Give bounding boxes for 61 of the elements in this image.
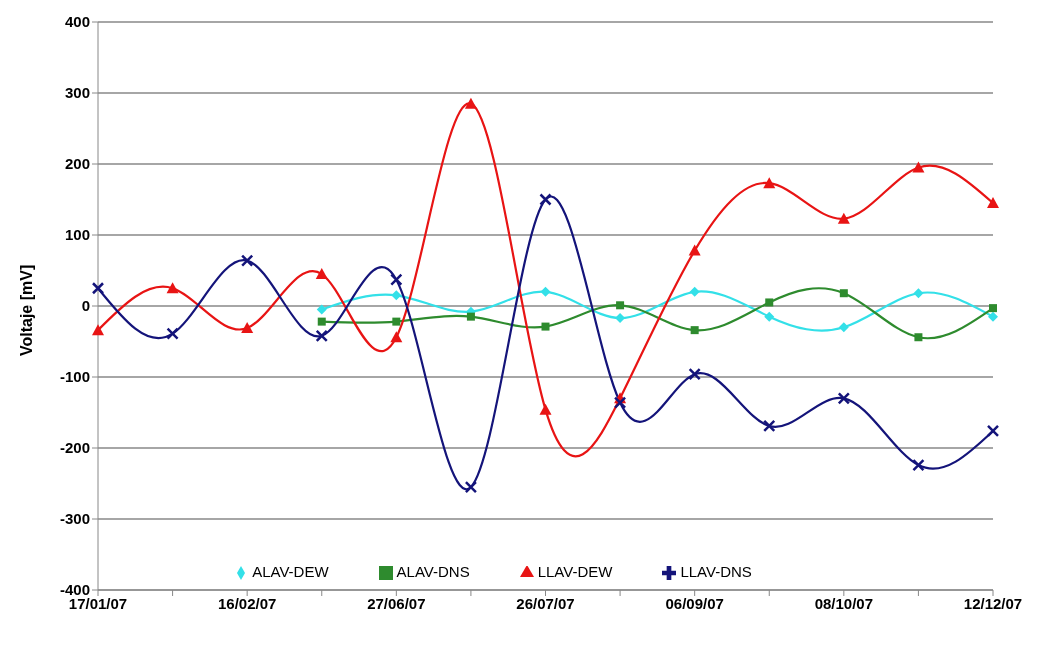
y-tick-label: 400 [64, 13, 90, 31]
point [390, 331, 403, 343]
point [764, 311, 775, 322]
point [987, 197, 999, 209]
point [317, 317, 326, 326]
point [913, 288, 924, 299]
point [241, 322, 254, 334]
y-tick-label: 200 [64, 155, 90, 173]
point [765, 298, 774, 307]
point [689, 286, 700, 297]
legend-label: ALAV-DEW [252, 563, 329, 580]
point [92, 324, 104, 336]
point [466, 312, 475, 321]
point [837, 392, 851, 405]
legend-label: ALAV-DNS [396, 563, 470, 580]
point [914, 333, 923, 342]
point [464, 97, 477, 109]
y-tick-label: 100 [64, 226, 90, 244]
x-tick-label: 12/12/07 [963, 594, 1023, 612]
x-tick-label: 26/07/07 [516, 594, 575, 612]
point [91, 282, 105, 295]
point [166, 282, 179, 294]
point [988, 311, 998, 322]
point [912, 161, 925, 173]
y-axis-title: Voltaje [mV] [17, 264, 35, 356]
point [392, 317, 401, 326]
point [166, 327, 179, 340]
point [315, 329, 328, 343]
point [763, 177, 776, 189]
point [240, 254, 254, 267]
point [539, 403, 552, 415]
point [838, 322, 849, 333]
point [315, 268, 328, 280]
point [839, 289, 848, 298]
x-tick-label: 06/09/07 [665, 594, 724, 612]
legend-label: LLAV-DNS [680, 563, 752, 580]
y-tick-label: -200 [59, 439, 90, 457]
y-tick-label: -300 [59, 510, 90, 528]
point [390, 273, 403, 286]
point [613, 396, 627, 409]
y-tick-label: -100 [59, 368, 90, 386]
point [688, 367, 701, 381]
point [688, 244, 701, 256]
point [540, 286, 551, 297]
point [986, 424, 1000, 438]
legend-label: LLAV-DEW [537, 563, 613, 580]
y-tick-label: 300 [64, 84, 90, 102]
point [316, 304, 327, 315]
point [912, 458, 925, 472]
x-tick-label: 27/06/07 [367, 594, 426, 612]
point [837, 212, 850, 224]
point [616, 301, 625, 310]
point [541, 322, 550, 331]
x-tick-label: 16/02/07 [217, 594, 277, 612]
point [464, 480, 478, 494]
point [763, 419, 776, 433]
y-tick-label: 0 [81, 297, 90, 315]
point [391, 290, 402, 301]
point [989, 304, 997, 313]
x-tick-label: 08/10/07 [814, 594, 874, 612]
point [690, 326, 699, 335]
